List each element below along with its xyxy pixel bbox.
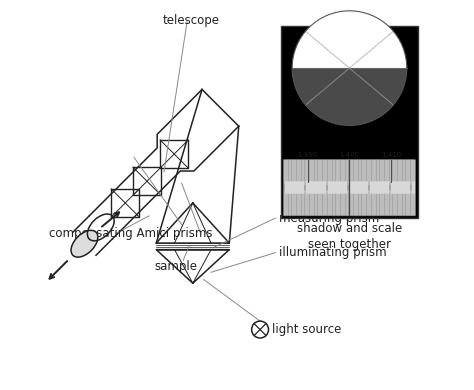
Text: telescope: telescope (163, 14, 219, 27)
Text: illuminating prism: illuminating prism (279, 246, 387, 259)
Wedge shape (292, 11, 407, 68)
Text: compensating Amici prisms: compensating Amici prisms (49, 227, 212, 240)
Text: light source: light source (273, 323, 342, 336)
Text: 1.410: 1.410 (381, 152, 401, 158)
Text: measuring prism: measuring prism (279, 211, 380, 225)
Text: sample: sample (154, 261, 197, 273)
Text: shadow and scale
seen together: shadow and scale seen together (297, 222, 402, 251)
Ellipse shape (71, 230, 98, 257)
FancyBboxPatch shape (283, 160, 415, 216)
Bar (281, 26, 418, 218)
Wedge shape (292, 68, 407, 126)
Text: 1.390: 1.390 (298, 152, 318, 158)
Text: 1.400: 1.400 (339, 152, 359, 158)
